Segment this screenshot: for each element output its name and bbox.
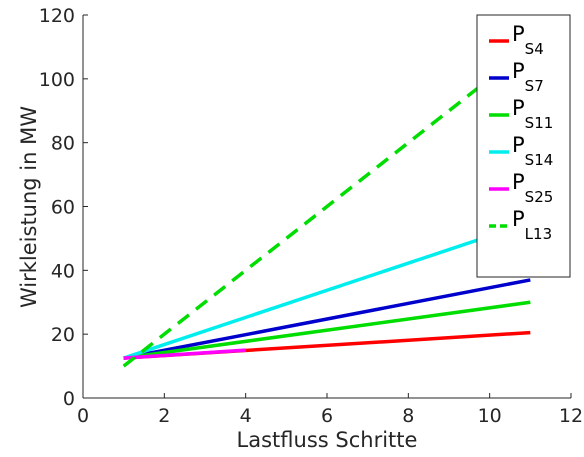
x-tick-label: 8 xyxy=(402,405,414,427)
series-line-s14 xyxy=(123,220,531,360)
x-tick-label: 0 xyxy=(77,405,89,427)
series-line-l13 xyxy=(122,77,491,368)
y-tick-label: 60 xyxy=(51,197,75,219)
x-tick-label: 4 xyxy=(240,405,252,427)
y-tick-label: 0 xyxy=(63,388,75,410)
y-tick-label: 40 xyxy=(51,260,75,282)
series-line-s25 xyxy=(123,348,246,360)
legend-entry-l13: PL13 xyxy=(512,207,552,243)
y-tick-label: 80 xyxy=(51,133,75,155)
y-tick-label: 20 xyxy=(51,324,75,346)
series-line-s11 xyxy=(123,300,531,360)
y-tick-label: 120 xyxy=(39,5,75,27)
series-lines xyxy=(122,77,531,368)
legend-entry-s25: PS25 xyxy=(512,170,553,206)
y-axis-label: Wirkleistung in MW xyxy=(17,106,41,308)
x-tick-label: 2 xyxy=(158,405,170,427)
x-tick-label: 6 xyxy=(321,405,333,427)
legend-entry-s14: PS14 xyxy=(512,133,553,169)
y-tick-label: 100 xyxy=(39,69,75,91)
x-axis-label: Lastfluss Schritte xyxy=(237,428,418,452)
x-tick-label: 10 xyxy=(478,405,502,427)
series-line-s7 xyxy=(123,278,531,360)
legend-entry-s4: PS4 xyxy=(512,22,544,58)
legend-entry-s11: PS11 xyxy=(512,96,553,132)
x-tick-label: 12 xyxy=(559,405,583,427)
legend-box xyxy=(476,14,571,278)
legend-entry-s7: PS7 xyxy=(512,59,544,95)
